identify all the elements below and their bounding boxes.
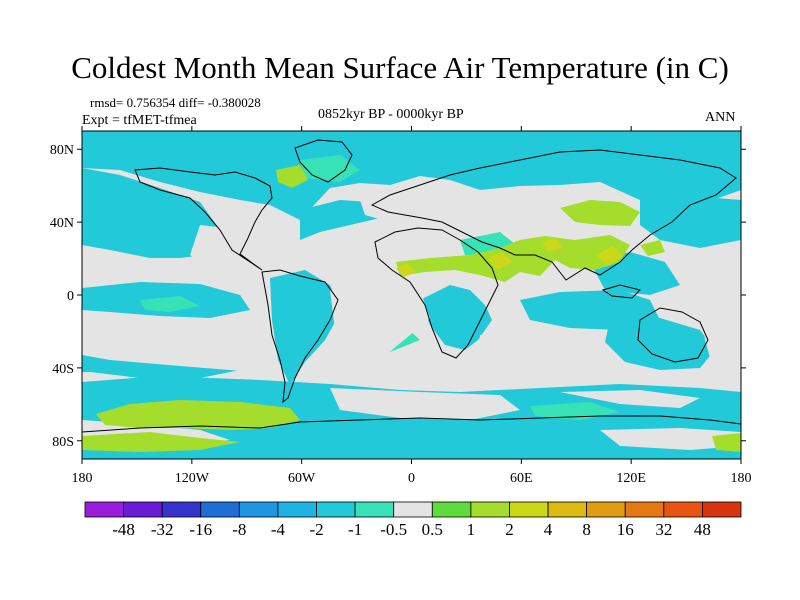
australia-coast	[637, 307, 709, 363]
x-tick-label: 120W	[175, 471, 210, 486]
warming-regions	[82, 165, 741, 452]
colorbar-label: 32	[655, 520, 672, 539]
colorbar-label: 48	[694, 520, 711, 539]
x-tick-label: 60W	[288, 471, 316, 486]
colorbar-swatch	[702, 501, 742, 518]
y-tick-label: 40S	[52, 362, 74, 377]
greenland-coast	[294, 139, 353, 183]
stats-label: rmsd= 0.756354 diff= -0.380028	[90, 95, 261, 110]
colorbar: -48 -32 -16 -8 -4 -2 -1 -0.5 0.5 1 2 4 8 16 32 48	[84, 501, 742, 539]
colorbar-label: -48	[112, 520, 135, 539]
strong-warming-regions	[396, 238, 622, 277]
y-tick-label: 40N	[50, 216, 74, 231]
colorbar-label: -16	[189, 520, 212, 539]
experiment-label: Expt = tfMET-tfmea	[82, 113, 197, 128]
chart-title: Coldest Month Mean Surface Air Temperatu…	[71, 50, 729, 85]
colorbar-label: 2	[505, 520, 514, 539]
x-axis-ticks: 180 120W 60W 0 60E 120E 180	[72, 126, 752, 486]
x-tick-label: 0	[408, 471, 415, 486]
y-axis-ticks: 80N 40N 0 40S 80S	[50, 143, 746, 450]
eurasia-coast	[370, 149, 737, 281]
colorbar-label: 1	[467, 520, 476, 539]
colorbar-label: -0.5	[380, 520, 407, 539]
x-tick-label: 120E	[616, 471, 646, 486]
africa-coast	[374, 227, 499, 359]
colorbar-swatch	[316, 501, 356, 518]
near-zero-regions	[82, 190, 741, 450]
x-tick-label: 180	[731, 471, 752, 486]
colorbar-swatch	[200, 501, 240, 518]
south-america-coast	[261, 269, 339, 404]
antarctica-coast	[82, 415, 741, 433]
temperature-field	[82, 131, 741, 459]
colorbar-label: 4	[544, 520, 553, 539]
coastlines	[82, 139, 741, 433]
x-tick-label: 60E	[510, 471, 533, 486]
colorbar-label: -1	[348, 520, 362, 539]
y-tick-label: 80S	[52, 435, 74, 450]
colorbar-swatch	[431, 501, 472, 518]
colorbar-swatch	[624, 501, 665, 518]
north-america-coast	[134, 167, 273, 271]
colorbar-swatch	[393, 501, 433, 518]
colorbar-label: 8	[582, 520, 591, 539]
colorbar-label: -4	[271, 520, 286, 539]
maritime-continent-coast	[601, 284, 641, 299]
colorbar-swatch	[470, 501, 510, 518]
season-label: ANN	[705, 110, 736, 125]
colorbar-swatch	[354, 501, 395, 518]
y-tick-label: 80N	[50, 143, 74, 158]
colorbar-swatch	[277, 501, 317, 518]
period-label: 0852kyr BP - 0000kyr BP	[318, 107, 464, 122]
colorbar-swatch	[586, 501, 626, 518]
colorbar-label: -32	[151, 520, 174, 539]
colorbar-label: 16	[617, 520, 634, 539]
colorbar-swatch	[238, 501, 279, 518]
colorbar-label: -2	[309, 520, 323, 539]
colorbar-swatch	[161, 501, 202, 518]
colorbar-label: 0.5	[422, 520, 443, 539]
colorbar-swatch	[123, 501, 163, 518]
x-tick-label: 180	[72, 471, 93, 486]
colorbar-swatch	[663, 501, 703, 518]
colorbar-swatch	[84, 501, 124, 518]
y-tick-label: 0	[67, 289, 74, 304]
colorbar-swatch	[547, 501, 588, 518]
colorbar-swatch	[509, 501, 549, 518]
colorbar-label: -8	[232, 520, 246, 539]
